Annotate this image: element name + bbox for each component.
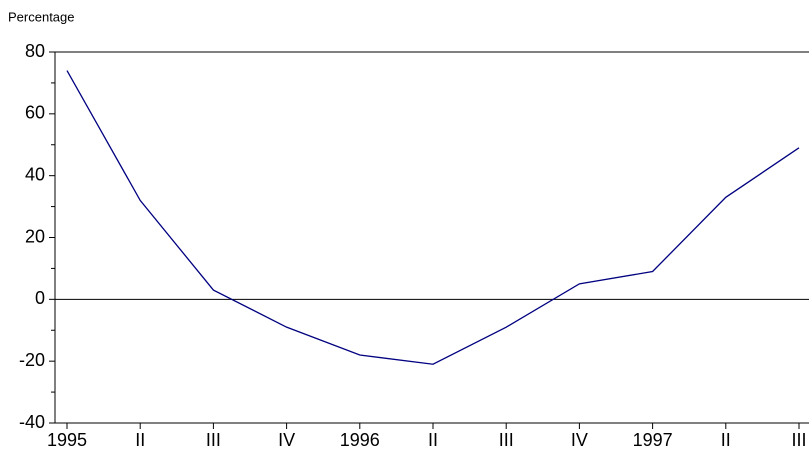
x-tick-label: IV [571,430,588,450]
x-tick-label: 1996 [340,430,380,450]
x-tick-label: IV [278,430,295,450]
y-tick-label: 40 [25,164,45,184]
x-tick-label: III [206,430,221,450]
x-tick-label: 1995 [47,430,87,450]
x-tick-label: III [791,430,806,450]
y-axis-label: Percentage [8,9,75,24]
x-tick-label: III [499,430,514,450]
y-tick-label: 80 [25,41,45,61]
y-tick-label: 0 [35,288,45,308]
data-line [66,70,800,365]
x-tick-label: II [428,430,438,450]
y-tick-label: -40 [19,412,45,432]
x-tick-label: II [135,430,145,450]
y-tick-label: 20 [25,226,45,246]
x-tick-label: II [721,430,731,450]
y-tick-label: 60 [25,103,45,123]
y-tick-label: -20 [19,350,45,370]
x-tick-label: 1997 [633,430,673,450]
